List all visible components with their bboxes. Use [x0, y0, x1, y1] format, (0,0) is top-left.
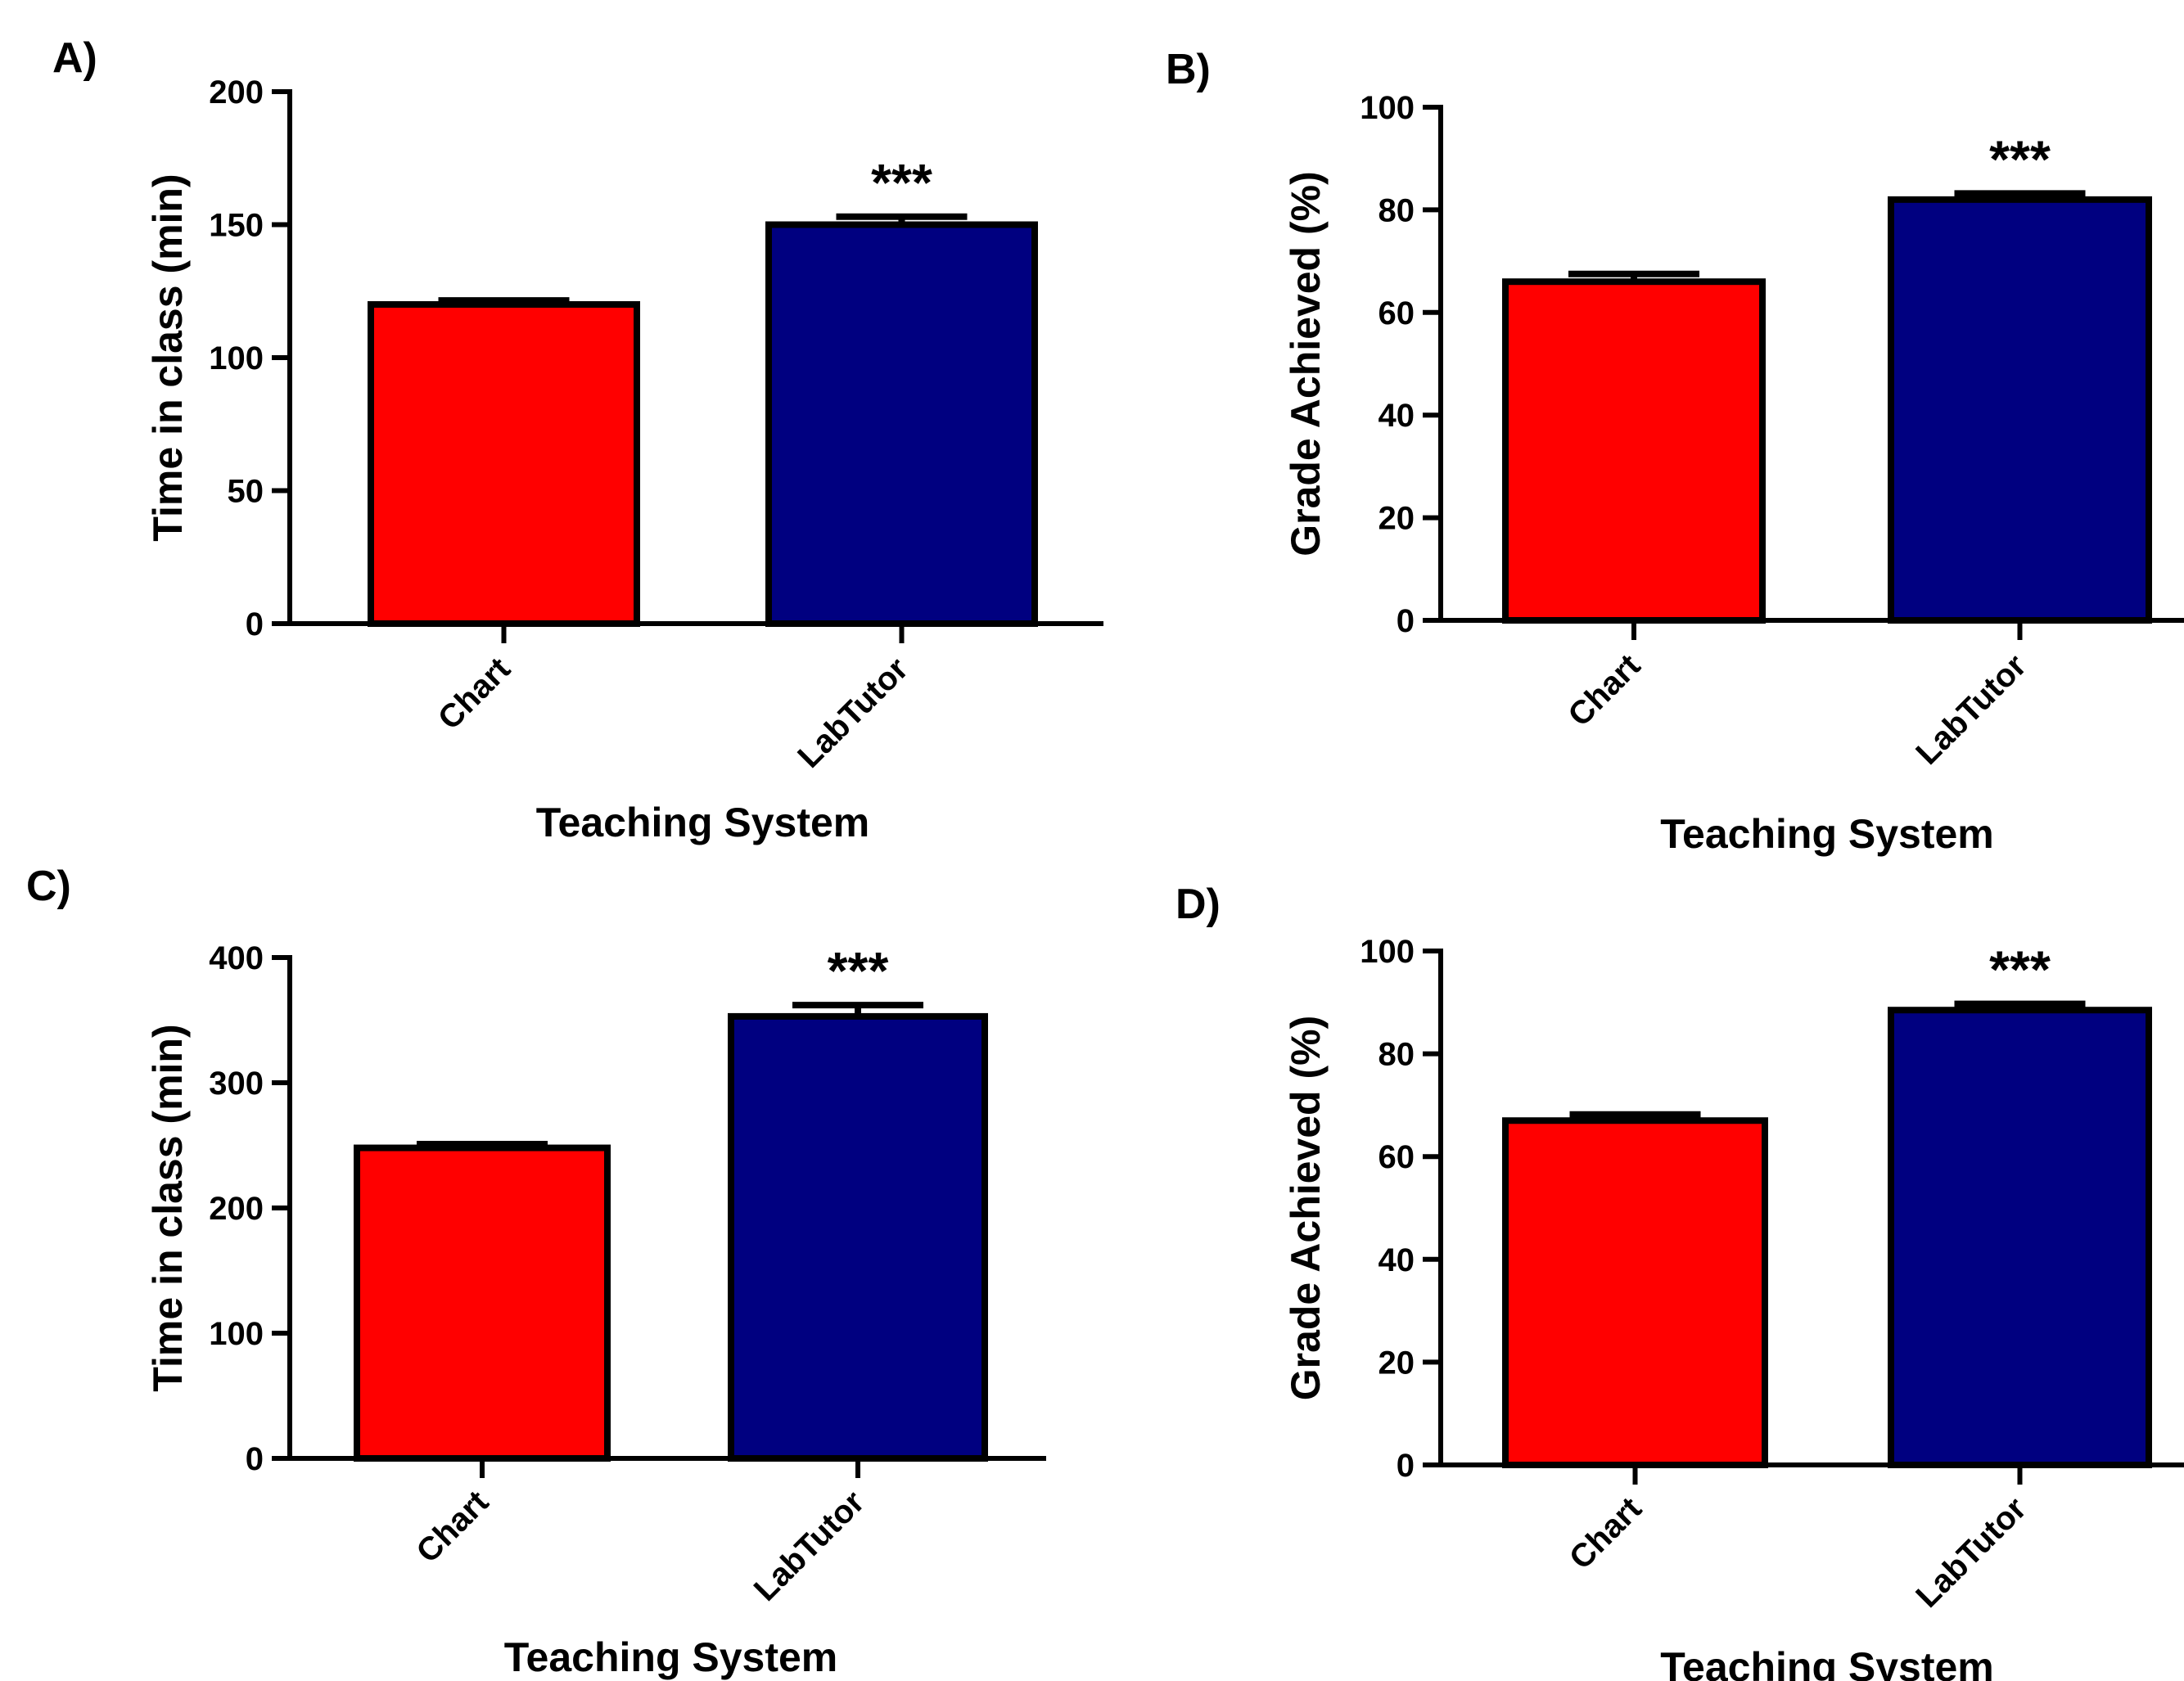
- bar-labtutor: [1888, 1007, 2152, 1468]
- chart-panel-a: A) Chart *** LabTutor 0 50 100 150 200 Time in cl…: [52, 34, 1103, 845]
- bar-labtutor: [765, 221, 1038, 627]
- bar-labtutor: [1888, 196, 2152, 624]
- error-bar: [1954, 190, 2086, 200]
- y-tick-label: 100: [209, 340, 264, 376]
- category-label: Chart: [1563, 1490, 1649, 1576]
- error-bar: [1569, 1111, 1701, 1121]
- chart-panel-b: B) Chart *** LabTutor 0 20 40 60 80 100 Grade Achi…: [1166, 46, 2184, 857]
- y-tick-label: 80: [1379, 1037, 1415, 1073]
- bar-chart: [1502, 1117, 1768, 1468]
- y-tick-label: 50: [228, 474, 264, 510]
- y-axis-title: Time in class (min): [145, 1024, 191, 1391]
- y-axis-title: Grade Achieved (%): [1283, 171, 1329, 557]
- y-tick-label: 100: [1360, 934, 1415, 970]
- x-axis-title: Teaching System: [1660, 1644, 1994, 1681]
- category-label: Chart: [1561, 647, 1647, 733]
- bar-chart: [1502, 278, 1766, 624]
- panel-letter: D): [1175, 881, 1221, 928]
- bar-chart: [354, 1144, 611, 1462]
- significance-label: ***: [871, 153, 932, 212]
- category-label: Chart: [431, 651, 517, 737]
- error-bar: [836, 213, 968, 225]
- y-axis-title: Grade Achieved (%): [1283, 1016, 1329, 1401]
- y-tick-label: 0: [1397, 1448, 1415, 1484]
- y-tick-label: 0: [246, 606, 264, 642]
- significance-label: ***: [1989, 940, 2051, 999]
- panel-letter: C): [26, 863, 71, 910]
- chart-panel-d: D) Chart *** LabTutor 0 20 40 60 80 100 Grade Achi…: [1175, 881, 2184, 1681]
- x-axis-title: Teaching System: [536, 800, 870, 845]
- panel-letter: A): [52, 34, 97, 82]
- y-tick-label: 200: [209, 74, 264, 110]
- significance-label: ***: [828, 941, 889, 1000]
- category-label: Chart: [409, 1484, 495, 1570]
- y-tick-label: 100: [1360, 90, 1415, 126]
- y-tick-label: 0: [1397, 603, 1415, 639]
- error-bar: [792, 1002, 923, 1016]
- y-tick-label: 300: [209, 1066, 264, 1102]
- y-tick-label: 150: [209, 208, 264, 244]
- category-label: LabTutor: [1909, 1490, 2033, 1615]
- y-tick-label: 100: [209, 1316, 264, 1352]
- bar-chart: [368, 301, 640, 627]
- y-tick-label: 20: [1379, 501, 1415, 537]
- error-bar: [1568, 270, 1699, 282]
- y-tick-label: 20: [1379, 1345, 1415, 1381]
- x-axis-title: Teaching System: [504, 1634, 838, 1680]
- y-axis-title: Time in class (min): [145, 174, 191, 541]
- y-tick-label: 60: [1379, 295, 1415, 331]
- bar-labtutor: [728, 1012, 988, 1462]
- y-tick-label: 80: [1379, 192, 1415, 228]
- category-label: LabTutor: [1909, 647, 2033, 772]
- error-bar: [438, 297, 570, 304]
- y-tick-label: 400: [209, 940, 264, 976]
- y-tick-label: 40: [1379, 1242, 1415, 1278]
- category-label: LabTutor: [791, 651, 915, 775]
- significance-label: ***: [1989, 129, 2051, 188]
- y-tick-label: 60: [1379, 1139, 1415, 1175]
- error-bar: [1954, 1000, 2086, 1011]
- panel-letter: B): [1166, 46, 1211, 93]
- error-bar: [417, 1140, 548, 1148]
- category-label: LabTutor: [747, 1484, 872, 1608]
- y-tick-label: 40: [1379, 398, 1415, 434]
- y-tick-label: 200: [209, 1191, 264, 1227]
- y-tick-label: 0: [246, 1441, 264, 1477]
- x-axis-title: Teaching System: [1660, 811, 1994, 857]
- chart-panel-c: C) Chart *** LabTutor 0 100 200 300 400 Time in c…: [26, 863, 1046, 1680]
